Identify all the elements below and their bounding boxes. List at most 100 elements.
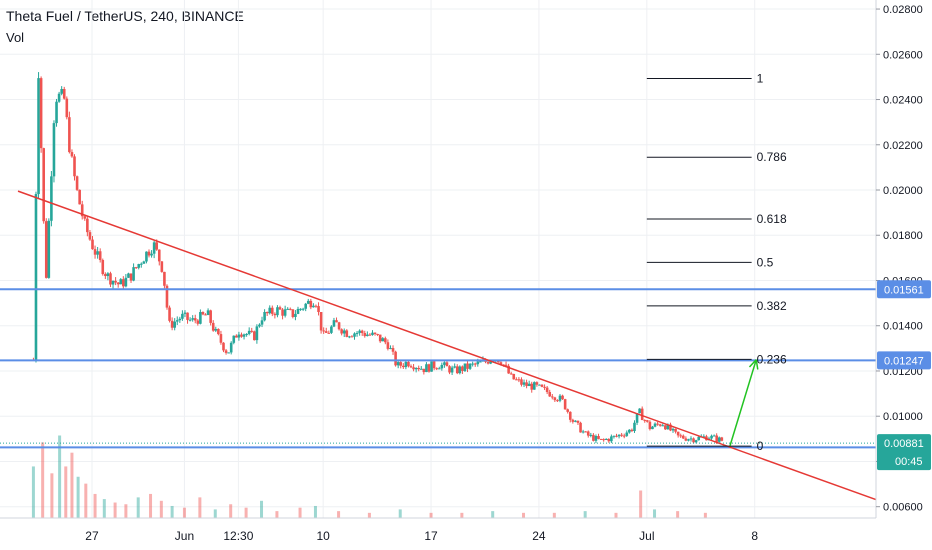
- candle-body: [638, 408, 641, 414]
- candle-body: [324, 331, 328, 333]
- fib-level-label: 0.382: [757, 299, 787, 313]
- candle-body: [332, 320, 336, 327]
- candle-body: [170, 320, 174, 328]
- candle-body: [515, 379, 518, 381]
- candle-body: [571, 419, 575, 422]
- candle-body: [93, 249, 97, 255]
- candle-body: [399, 362, 403, 366]
- candle-body: [258, 324, 261, 327]
- candle-body: [430, 361, 433, 372]
- volume-bar: [676, 511, 680, 518]
- candle-body: [376, 333, 379, 335]
- candle-body: [355, 332, 359, 334]
- candle-body: [283, 309, 287, 316]
- volume-bar: [583, 511, 587, 518]
- candle-body: [530, 383, 534, 390]
- candle-body: [692, 438, 695, 443]
- price-tag-bg: [877, 351, 931, 370]
- volume-bar: [198, 497, 202, 518]
- trendline: [17, 190, 879, 502]
- candle-body: [617, 434, 621, 437]
- candle-body: [319, 312, 323, 331]
- candle-body: [245, 333, 248, 335]
- candle-body: [340, 329, 343, 334]
- candle-body: [83, 216, 87, 219]
- candle-body: [669, 424, 672, 431]
- candle-body: [412, 367, 415, 370]
- candle-body: [504, 364, 508, 366]
- candle-body: [646, 420, 649, 422]
- candle-body: [253, 331, 256, 341]
- candle-body: [697, 436, 701, 441]
- candle-body: [188, 319, 192, 321]
- candle-body: [199, 312, 202, 324]
- candle-body: [414, 367, 418, 370]
- candle-body: [147, 251, 151, 256]
- candle-body: [152, 242, 156, 254]
- candle-body: [448, 366, 451, 373]
- candle-body: [314, 305, 318, 307]
- candle-body: [204, 314, 207, 316]
- candle-body: [132, 267, 135, 281]
- candle-body: [232, 335, 236, 343]
- candle-body: [306, 300, 310, 304]
- candle-body: [651, 426, 654, 430]
- candle-body: [648, 421, 652, 430]
- volume-bar: [58, 435, 62, 518]
- candle-body: [186, 312, 189, 320]
- price-tag-bg: [877, 280, 931, 299]
- candle-body: [65, 98, 69, 118]
- candle-body: [712, 435, 716, 437]
- volume-bar: [213, 509, 217, 518]
- candle-body: [427, 364, 431, 372]
- candle-body: [78, 189, 81, 205]
- price-tag-label: 0.01247: [884, 355, 924, 367]
- candle-body: [458, 366, 462, 374]
- volume-bar: [159, 500, 163, 518]
- candle-body: [671, 428, 675, 431]
- fib-level-label: 0.618: [757, 212, 787, 226]
- candle-body: [101, 260, 105, 275]
- x-tick-label: 27: [85, 529, 99, 543]
- candle-body: [193, 318, 197, 321]
- candle-body: [312, 305, 315, 308]
- candle-body: [70, 152, 74, 157]
- candle-body: [183, 312, 187, 314]
- candle-body: [263, 312, 266, 321]
- candle-body: [689, 438, 693, 440]
- y-tick-label: 0.01400: [883, 321, 923, 333]
- candle-body: [702, 436, 706, 438]
- candle-body: [335, 320, 338, 323]
- candle-body: [206, 310, 210, 316]
- candle-body: [214, 328, 218, 331]
- candle-body: [407, 361, 410, 367]
- candle-body: [134, 267, 138, 269]
- candle-body: [337, 322, 341, 330]
- candle-body: [373, 332, 377, 334]
- candle-body: [384, 338, 387, 343]
- candle-body: [80, 204, 84, 217]
- candle-body: [378, 334, 382, 342]
- candle-body: [139, 263, 143, 265]
- projection-arrow-head: [755, 359, 759, 370]
- candle-body: [271, 307, 274, 314]
- fib-level-label: 0.786: [757, 150, 787, 164]
- candle-body: [219, 334, 223, 343]
- volume-bar: [614, 512, 618, 518]
- candle-body: [574, 420, 577, 422]
- candle-body: [157, 249, 161, 262]
- candle-body: [479, 361, 482, 363]
- candle-body: [201, 312, 205, 315]
- volume-label: Vol: [6, 30, 25, 45]
- candle-body: [525, 382, 528, 387]
- candle-body: [653, 423, 657, 427]
- candle-body: [86, 218, 89, 233]
- fib-level-label: 0: [757, 439, 764, 453]
- y-tick-label: 0.01000: [883, 411, 923, 423]
- candle-body: [75, 176, 79, 190]
- volume-bar: [149, 493, 153, 518]
- volume-bar: [70, 452, 74, 518]
- candle-body: [222, 342, 225, 351]
- candle-body: [237, 334, 241, 338]
